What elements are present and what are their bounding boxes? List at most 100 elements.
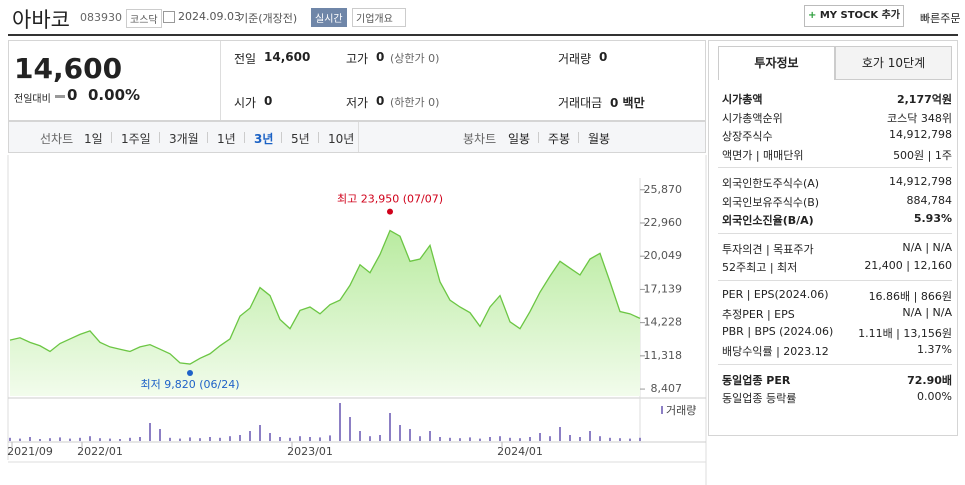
info-value: N/A | N/A — [902, 306, 952, 319]
info-label: 외국인보유주식수(B) — [722, 195, 820, 209]
info-value: 884,784 — [906, 193, 953, 207]
volume-bar — [469, 437, 471, 441]
period-tab[interactable]: 10년 — [328, 132, 355, 146]
volume-bar — [129, 437, 131, 441]
volume-legend: 거래량 — [666, 404, 696, 417]
info-value: N/A | N/A — [902, 240, 952, 254]
stat-label: 고가 — [346, 52, 369, 66]
volume-bar — [619, 438, 621, 441]
volume-bar — [459, 438, 461, 441]
stat-label: 전일 — [234, 52, 257, 66]
candle-tab[interactable]: 월봉 — [588, 132, 611, 146]
stat-value: 14,600 — [264, 50, 311, 64]
price: 14,600 — [14, 52, 123, 85]
volume-bar — [429, 431, 431, 441]
tab-sep — [318, 132, 319, 143]
volume-bar — [99, 438, 101, 441]
tab-group-label: 선차트 — [40, 132, 74, 146]
period-tab[interactable]: 3개월 — [169, 132, 199, 146]
stock-code: 083930 — [80, 11, 122, 24]
volume-bar — [159, 429, 161, 441]
volume-bar — [29, 437, 31, 441]
change: 0 — [67, 86, 78, 104]
realtime-badge[interactable]: 실시간 — [311, 8, 347, 27]
period-tab[interactable]: 1주일 — [121, 132, 151, 146]
volume-bar — [499, 436, 501, 441]
x-tick-label: 2022/01 — [77, 445, 123, 458]
price-line — [9, 229, 641, 365]
tab-sep — [207, 132, 208, 143]
volume-bar — [639, 437, 641, 441]
info-panel — [708, 40, 958, 436]
info-value: 코스닥 348위 — [887, 111, 952, 125]
volume-bar — [589, 431, 591, 441]
volume-bar — [189, 437, 191, 441]
y-tick-label: 14,228 — [644, 316, 683, 329]
info-label: 액면가 | 매매단위 — [722, 148, 804, 162]
volume-bar — [529, 437, 531, 441]
volume-bar — [599, 436, 601, 441]
y-tick-label: 20,049 — [644, 249, 683, 262]
volume-bar — [569, 435, 571, 441]
stat-value: 0 — [376, 50, 385, 64]
volume-bar — [329, 435, 331, 441]
section-rule — [718, 232, 952, 234]
change-label: 전일대비 — [14, 94, 51, 105]
header-rule — [8, 34, 958, 36]
basis: 기준(개장전) — [238, 12, 298, 25]
candle-tab[interactable]: 일봉 — [508, 132, 531, 146]
plus-icon: + — [807, 10, 820, 21]
volume-bar — [119, 439, 121, 441]
flat-icon — [55, 95, 65, 98]
stat-label: 거래대금 — [558, 96, 603, 110]
info-label: 시가총액 — [722, 93, 763, 106]
info-tab[interactable]: 투자정보 — [718, 46, 835, 80]
volume-bar — [369, 436, 371, 441]
quick-order[interactable]: 빠른주문 — [920, 12, 961, 25]
divider — [220, 41, 221, 120]
period-tab[interactable]: 5년 — [291, 132, 310, 146]
stat-value: 0 — [264, 94, 273, 108]
stat-label: 시가 — [234, 96, 257, 110]
volume-bar — [269, 433, 271, 441]
candle-tab[interactable]: 주봉 — [548, 132, 571, 146]
volume-bar — [519, 438, 521, 441]
volume-bar — [209, 437, 211, 441]
chart-tabs — [8, 121, 706, 153]
section-rule — [718, 279, 952, 281]
volume-bar — [139, 437, 141, 441]
tab-sep — [281, 132, 282, 143]
volume-bar — [179, 438, 181, 441]
volume-legend-key — [661, 406, 663, 414]
volume-bar — [199, 438, 201, 441]
y-tick-label: 11,318 — [644, 349, 683, 362]
tab-sep — [159, 132, 160, 143]
volume-bar — [49, 438, 51, 441]
overview-button[interactable]: 기업개요 — [352, 8, 406, 27]
info-tab[interactable]: 호가 10단계 — [835, 46, 952, 80]
period-tab[interactable]: 1일 — [84, 132, 103, 146]
volume-bar — [389, 413, 391, 441]
volume-bar — [579, 437, 581, 441]
info-label: 외국인한도주식수(A) — [722, 177, 820, 190]
extreme-date: (07/07) — [399, 193, 443, 206]
stat-label: 거래량 — [558, 52, 592, 66]
volume-bar — [319, 437, 321, 441]
volume-bar — [169, 437, 171, 441]
x-tick-label: 2023/01 — [287, 445, 333, 458]
stat-sub: (하한가 0) — [390, 96, 440, 109]
volume-bar — [439, 437, 441, 441]
volume-bar — [59, 437, 61, 441]
volume-bar — [109, 438, 111, 441]
volume-bar — [629, 438, 631, 441]
period-tab[interactable]: 3년 — [254, 132, 274, 146]
tab-sep — [244, 132, 245, 143]
volume-bar — [79, 437, 81, 441]
period-tab[interactable]: 1년 — [217, 132, 236, 146]
volume-bar — [249, 431, 251, 441]
my-stock-button[interactable]: + MY STOCK 추가 — [804, 5, 904, 27]
volume-bar — [149, 423, 151, 441]
volume-bar — [479, 438, 481, 441]
